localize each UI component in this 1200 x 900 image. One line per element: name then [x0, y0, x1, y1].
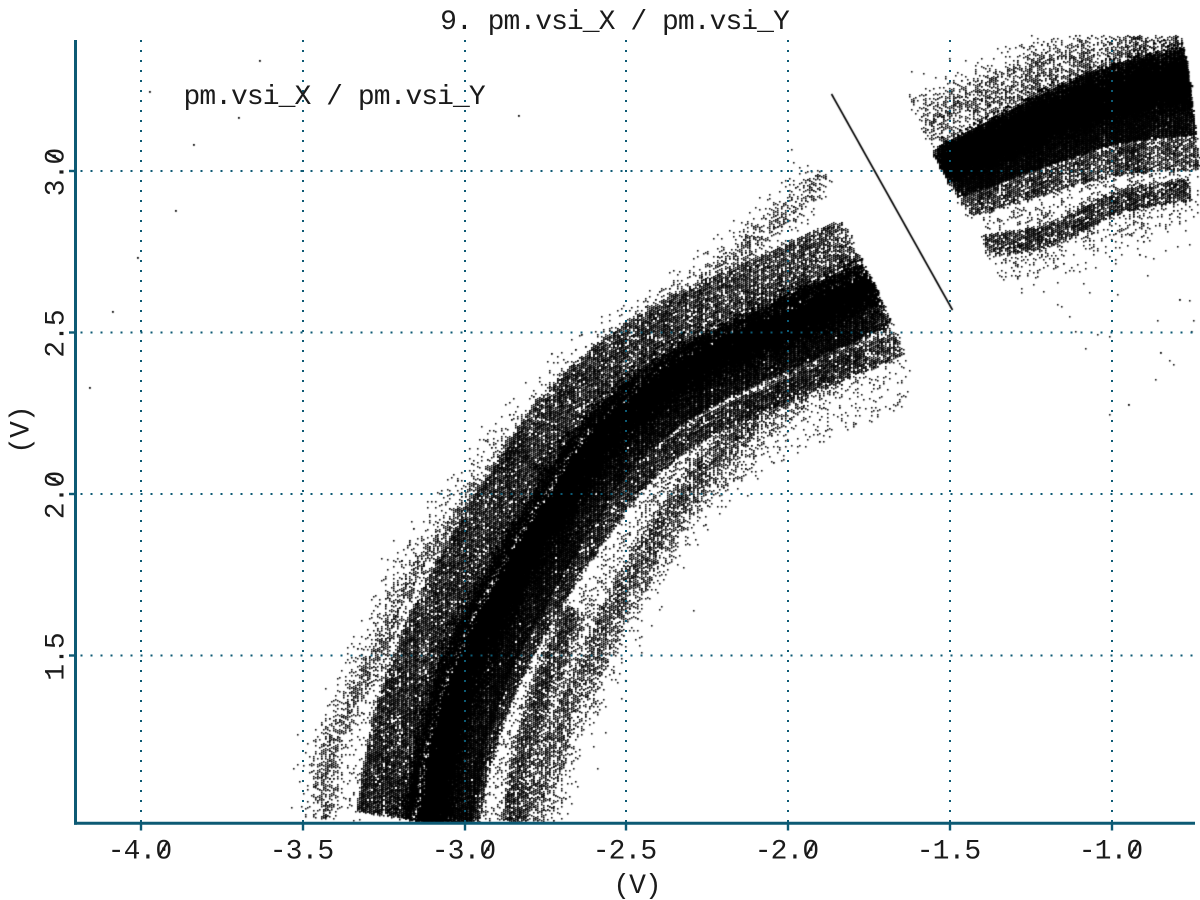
- svg-text:1.5: 1.5: [42, 633, 73, 681]
- svg-text:-2.5: -2.5: [593, 837, 657, 868]
- svg-text:3.0: 3.0: [42, 149, 73, 197]
- svg-text:-3.5: -3.5: [270, 837, 334, 868]
- svg-text:pm.vsi_X / pm.vsi_Y: pm.vsi_X / pm.vsi_Y: [184, 82, 486, 113]
- svg-text:9. pm.vsi_X / pm.vsi_Y: 9. pm.vsi_X / pm.vsi_Y: [440, 7, 790, 38]
- svg-text:2.5: 2.5: [42, 310, 73, 358]
- svg-text:2.0: 2.0: [42, 472, 73, 520]
- svg-text:(V): (V): [613, 871, 661, 900]
- svg-text:-1.5: -1.5: [917, 837, 981, 868]
- svg-text:(V): (V): [7, 406, 38, 454]
